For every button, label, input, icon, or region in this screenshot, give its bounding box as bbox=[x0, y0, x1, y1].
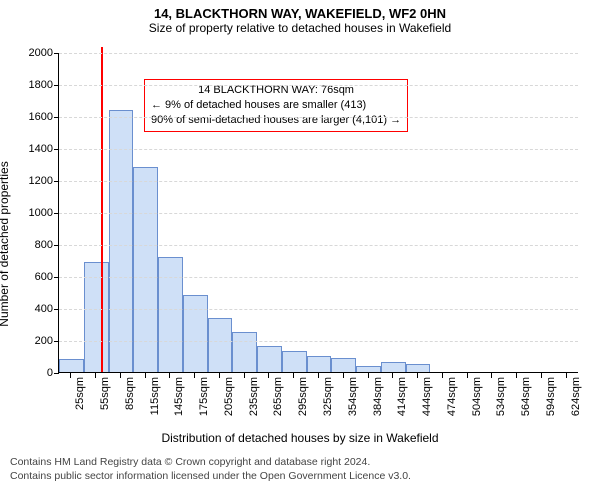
xtick-mark bbox=[392, 373, 393, 378]
gridline bbox=[59, 149, 578, 150]
xtick-mark bbox=[244, 373, 245, 378]
gridline bbox=[59, 117, 578, 118]
ytick-label: 1200 bbox=[15, 175, 59, 187]
reference-line bbox=[101, 47, 103, 372]
gridline bbox=[59, 213, 578, 214]
xtick-mark bbox=[343, 373, 344, 378]
y-axis-label: Number of detached properties bbox=[0, 161, 11, 326]
xtick-label: 504sqm bbox=[471, 377, 483, 416]
page-subtitle: Size of property relative to detached ho… bbox=[0, 21, 600, 39]
gridline bbox=[59, 277, 578, 278]
xtick-mark bbox=[318, 373, 319, 378]
xtick-mark bbox=[268, 373, 269, 378]
ytick-label: 2000 bbox=[15, 47, 59, 59]
xtick-label: 594sqm bbox=[545, 377, 557, 416]
xtick-mark bbox=[368, 373, 369, 378]
ytick-label: 800 bbox=[15, 239, 59, 251]
xtick-mark bbox=[442, 373, 443, 378]
ytick-label: 1400 bbox=[15, 143, 59, 155]
xtick-mark bbox=[169, 373, 170, 378]
bar bbox=[356, 366, 381, 372]
ytick-label: 600 bbox=[15, 271, 59, 283]
ytick-label: 0 bbox=[15, 367, 59, 379]
xtick-label: 265sqm bbox=[272, 377, 284, 416]
xtick-mark bbox=[293, 373, 294, 378]
page-title: 14, BLACKTHORN WAY, WAKEFIELD, WF2 0HN bbox=[0, 0, 600, 21]
bar bbox=[406, 364, 431, 372]
gridline bbox=[59, 341, 578, 342]
xtick-label: 85sqm bbox=[124, 377, 136, 410]
footer: Contains HM Land Registry data © Crown c… bbox=[0, 449, 600, 483]
bar bbox=[183, 295, 208, 372]
xtick-mark bbox=[120, 373, 121, 378]
footer-line-2: Contains public sector information licen… bbox=[10, 469, 590, 483]
xtick-mark bbox=[219, 373, 220, 378]
xtick-label: 414sqm bbox=[396, 377, 408, 416]
bar bbox=[59, 359, 84, 372]
bar bbox=[84, 262, 109, 372]
bar bbox=[381, 362, 406, 372]
xtick-label: 55sqm bbox=[99, 377, 111, 410]
bar bbox=[208, 318, 233, 372]
xtick-label: 354sqm bbox=[347, 377, 359, 416]
gridline bbox=[59, 53, 578, 54]
x-axis-label: Distribution of detached houses by size … bbox=[0, 431, 600, 445]
xtick-mark bbox=[467, 373, 468, 378]
xtick-label: 295sqm bbox=[297, 377, 309, 416]
xtick-mark bbox=[491, 373, 492, 378]
xtick-mark bbox=[194, 373, 195, 378]
xtick-label: 325sqm bbox=[322, 377, 334, 416]
xtick-label: 145sqm bbox=[173, 377, 185, 416]
xtick-mark bbox=[566, 373, 567, 378]
footer-line-1: Contains HM Land Registry data © Crown c… bbox=[10, 455, 590, 469]
ytick-label: 400 bbox=[15, 303, 59, 315]
ytick-label: 1000 bbox=[15, 207, 59, 219]
xtick-label: 564sqm bbox=[520, 377, 532, 416]
xtick-label: 624sqm bbox=[570, 377, 582, 416]
xtick-label: 175sqm bbox=[198, 377, 210, 416]
xtick-mark bbox=[145, 373, 146, 378]
infobox-line: 90% of semi-detached houses are larger (… bbox=[151, 113, 401, 128]
infobox-line: ← 9% of detached houses are smaller (413… bbox=[151, 98, 401, 113]
xtick-mark bbox=[516, 373, 517, 378]
bar bbox=[307, 356, 332, 372]
gridline bbox=[59, 309, 578, 310]
ytick-label: 1800 bbox=[15, 79, 59, 91]
xtick-label: 534sqm bbox=[495, 377, 507, 416]
bar bbox=[232, 332, 257, 372]
plot-area: 14 BLACKTHORN WAY: 76sqm← 9% of detached… bbox=[58, 53, 578, 373]
reference-infobox: 14 BLACKTHORN WAY: 76sqm← 9% of detached… bbox=[144, 79, 408, 132]
x-ticks-layer: 25sqm 55sqm 85sqm 115sqm 145sqm 175sqm 205sqm 2… bbox=[58, 373, 578, 433]
ytick-label: 200 bbox=[15, 335, 59, 347]
bar bbox=[282, 351, 307, 372]
xtick-label: 115sqm bbox=[149, 377, 161, 415]
bar bbox=[158, 257, 183, 372]
gridline bbox=[59, 85, 578, 86]
xtick-label: 25sqm bbox=[74, 377, 86, 410]
xtick-label: 444sqm bbox=[421, 377, 433, 416]
xtick-label: 474sqm bbox=[446, 377, 458, 416]
xtick-label: 384sqm bbox=[372, 377, 384, 416]
xtick-mark bbox=[95, 373, 96, 378]
bar bbox=[257, 346, 282, 372]
bar bbox=[331, 358, 356, 372]
xtick-label: 205sqm bbox=[223, 377, 235, 416]
gridline bbox=[59, 181, 578, 182]
xtick-mark bbox=[70, 373, 71, 378]
ytick-label: 1600 bbox=[15, 111, 59, 123]
gridline bbox=[59, 245, 578, 246]
xtick-mark bbox=[541, 373, 542, 378]
chart-area: Number of detached properties 14 BLACKTH… bbox=[0, 39, 600, 449]
xtick-label: 235sqm bbox=[248, 377, 260, 416]
xtick-mark bbox=[417, 373, 418, 378]
